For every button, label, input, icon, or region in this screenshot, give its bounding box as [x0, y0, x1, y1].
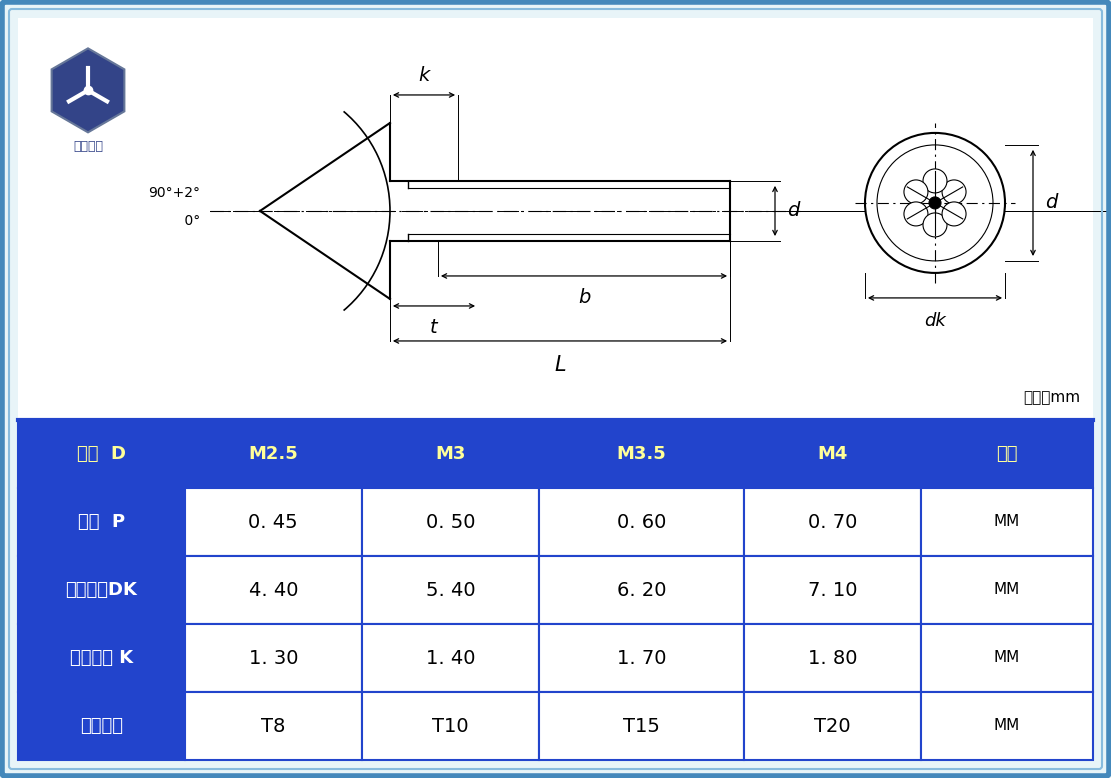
Circle shape — [877, 145, 993, 261]
Circle shape — [865, 133, 1005, 273]
Bar — [184, 556, 362, 624]
Bar — [921, 420, 1093, 488]
Text: 5. 40: 5. 40 — [426, 580, 476, 600]
Bar — [539, 556, 743, 624]
Text: dk: dk — [924, 312, 945, 330]
Text: T15: T15 — [623, 717, 660, 735]
Text: t: t — [430, 318, 438, 337]
Bar — [743, 692, 921, 760]
Bar — [743, 624, 921, 692]
Bar — [18, 556, 184, 624]
Circle shape — [929, 197, 941, 209]
Text: 牙距  P: 牙距 P — [78, 513, 124, 531]
Bar — [743, 420, 921, 488]
Text: 0. 60: 0. 60 — [617, 513, 667, 531]
Text: 6. 20: 6. 20 — [617, 580, 667, 600]
Text: 0. 45: 0. 45 — [249, 513, 298, 531]
Text: T8: T8 — [261, 717, 286, 735]
Bar — [362, 556, 539, 624]
Bar — [362, 692, 539, 760]
Bar — [184, 488, 362, 556]
Bar — [184, 420, 362, 488]
Text: 头部直径DK: 头部直径DK — [66, 581, 138, 599]
Text: MM: MM — [994, 514, 1020, 530]
Text: 1. 30: 1. 30 — [249, 649, 298, 668]
Bar — [18, 488, 184, 556]
Bar — [539, 420, 743, 488]
Bar — [921, 692, 1093, 760]
Text: 4. 40: 4. 40 — [249, 580, 298, 600]
Bar — [921, 624, 1093, 692]
Text: 头部厚度 K: 头部厚度 K — [70, 649, 133, 667]
Text: 7. 10: 7. 10 — [808, 580, 857, 600]
Text: M2.5: M2.5 — [249, 445, 298, 463]
Text: M4: M4 — [817, 445, 848, 463]
Text: MM: MM — [994, 719, 1020, 734]
Bar — [18, 624, 184, 692]
Text: 1. 70: 1. 70 — [617, 649, 667, 668]
Text: L: L — [554, 355, 565, 375]
Text: T20: T20 — [814, 717, 851, 735]
Text: M3: M3 — [436, 445, 466, 463]
Text: MM: MM — [994, 583, 1020, 598]
Circle shape — [904, 180, 928, 204]
Bar — [539, 488, 743, 556]
Text: T10: T10 — [432, 717, 469, 735]
Text: 90°+2°: 90°+2° — [148, 186, 200, 200]
Bar — [743, 556, 921, 624]
Circle shape — [942, 180, 967, 204]
Text: 直径  D: 直径 D — [77, 445, 126, 463]
Text: b: b — [578, 288, 590, 307]
Text: 深宇五金: 深宇五金 — [73, 140, 103, 153]
Bar — [184, 692, 362, 760]
Circle shape — [904, 202, 928, 226]
Text: 单位：mm: 单位：mm — [1023, 390, 1080, 405]
Bar — [539, 624, 743, 692]
Bar — [921, 556, 1093, 624]
Circle shape — [942, 202, 967, 226]
Text: k: k — [419, 66, 430, 85]
Bar — [743, 488, 921, 556]
Polygon shape — [51, 48, 124, 132]
Text: 梅花型号: 梅花型号 — [80, 717, 123, 735]
Bar — [18, 18, 1093, 420]
Circle shape — [923, 213, 947, 237]
Bar — [921, 488, 1093, 556]
Bar — [362, 420, 539, 488]
Text: d: d — [1045, 194, 1058, 212]
Bar — [18, 420, 184, 488]
Bar — [362, 488, 539, 556]
Bar — [18, 692, 184, 760]
Bar — [539, 692, 743, 760]
Text: 1. 40: 1. 40 — [426, 649, 476, 668]
Text: 1. 80: 1. 80 — [808, 649, 857, 668]
Text: 单位: 单位 — [997, 445, 1018, 463]
Text: M3.5: M3.5 — [617, 445, 667, 463]
Circle shape — [923, 169, 947, 193]
Text: 0. 70: 0. 70 — [808, 513, 857, 531]
Text: d: d — [787, 202, 800, 220]
Bar — [362, 624, 539, 692]
Text: MM: MM — [994, 650, 1020, 665]
Bar — [184, 624, 362, 692]
Text: 0. 50: 0. 50 — [426, 513, 476, 531]
Text: 0°: 0° — [167, 214, 200, 228]
